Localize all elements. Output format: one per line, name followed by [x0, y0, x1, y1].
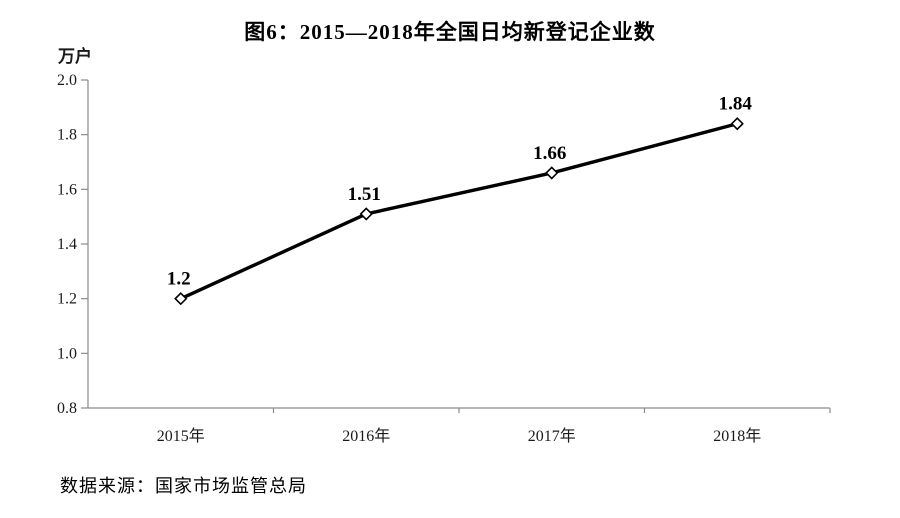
y-tick-label: 0.8: [57, 400, 77, 417]
y-axis-unit-label: 万户: [58, 47, 92, 66]
y-tick-label: 1.4: [57, 236, 77, 253]
data-source-label: 数据来源：国家市场监管总局: [60, 476, 307, 496]
data-point-marker: [359, 207, 373, 221]
y-tick-label: 1.0: [57, 345, 77, 362]
data-point-label: 1.2: [167, 269, 191, 290]
x-category-label: 2016年: [342, 427, 390, 445]
x-category-label: 2017年: [528, 427, 576, 445]
y-tick-label: 1.2: [57, 291, 77, 308]
data-point-label: 1.51: [348, 184, 381, 205]
x-category-label: 2015年: [157, 427, 205, 445]
data-point-marker: [174, 292, 188, 306]
x-category-label: 2018年: [713, 427, 761, 445]
chart-title: 图6：2015—2018年全国日均新登记企业数: [244, 20, 656, 44]
data-point-marker: [545, 166, 559, 180]
data-point-marker: [730, 117, 744, 131]
y-tick-label: 1.6: [57, 181, 77, 198]
data-point-label: 1.66: [533, 143, 566, 164]
y-tick-label: 2.0: [57, 72, 77, 89]
y-tick-label: 1.8: [57, 127, 77, 144]
data-point-label: 1.84: [719, 94, 753, 115]
data-line: [179, 122, 739, 301]
